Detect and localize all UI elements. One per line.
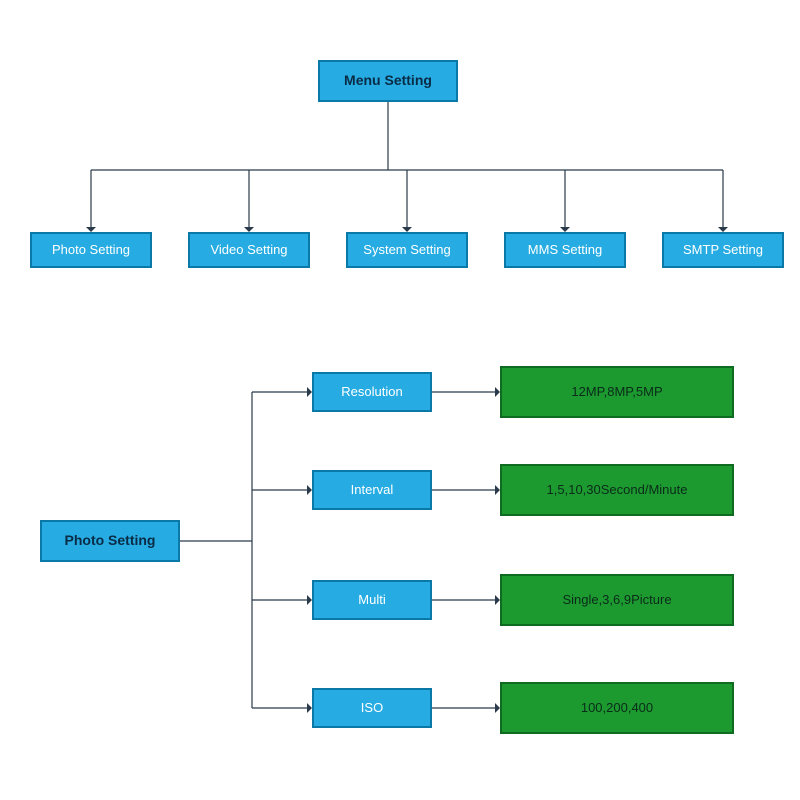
node-photo: Photo Setting xyxy=(30,232,152,268)
node-iso: ISO xyxy=(312,688,432,728)
node-smtp: SMTP Setting xyxy=(662,232,784,268)
node-v_multi: Single,3,6,9Picture xyxy=(500,574,734,626)
node-root: Menu Setting xyxy=(318,60,458,102)
node-mms: MMS Setting xyxy=(504,232,626,268)
node-v_res: 12MP,8MP,5MP xyxy=(500,366,734,418)
node-video: Video Setting xyxy=(188,232,310,268)
node-photo2: Photo Setting xyxy=(40,520,180,562)
node-interval: Interval xyxy=(312,470,432,510)
node-v_iso: 100,200,400 xyxy=(500,682,734,734)
node-resolution: Resolution xyxy=(312,372,432,412)
node-multi: Multi xyxy=(312,580,432,620)
node-system: System Setting xyxy=(346,232,468,268)
node-v_int: 1,5,10,30Second/Minute xyxy=(500,464,734,516)
